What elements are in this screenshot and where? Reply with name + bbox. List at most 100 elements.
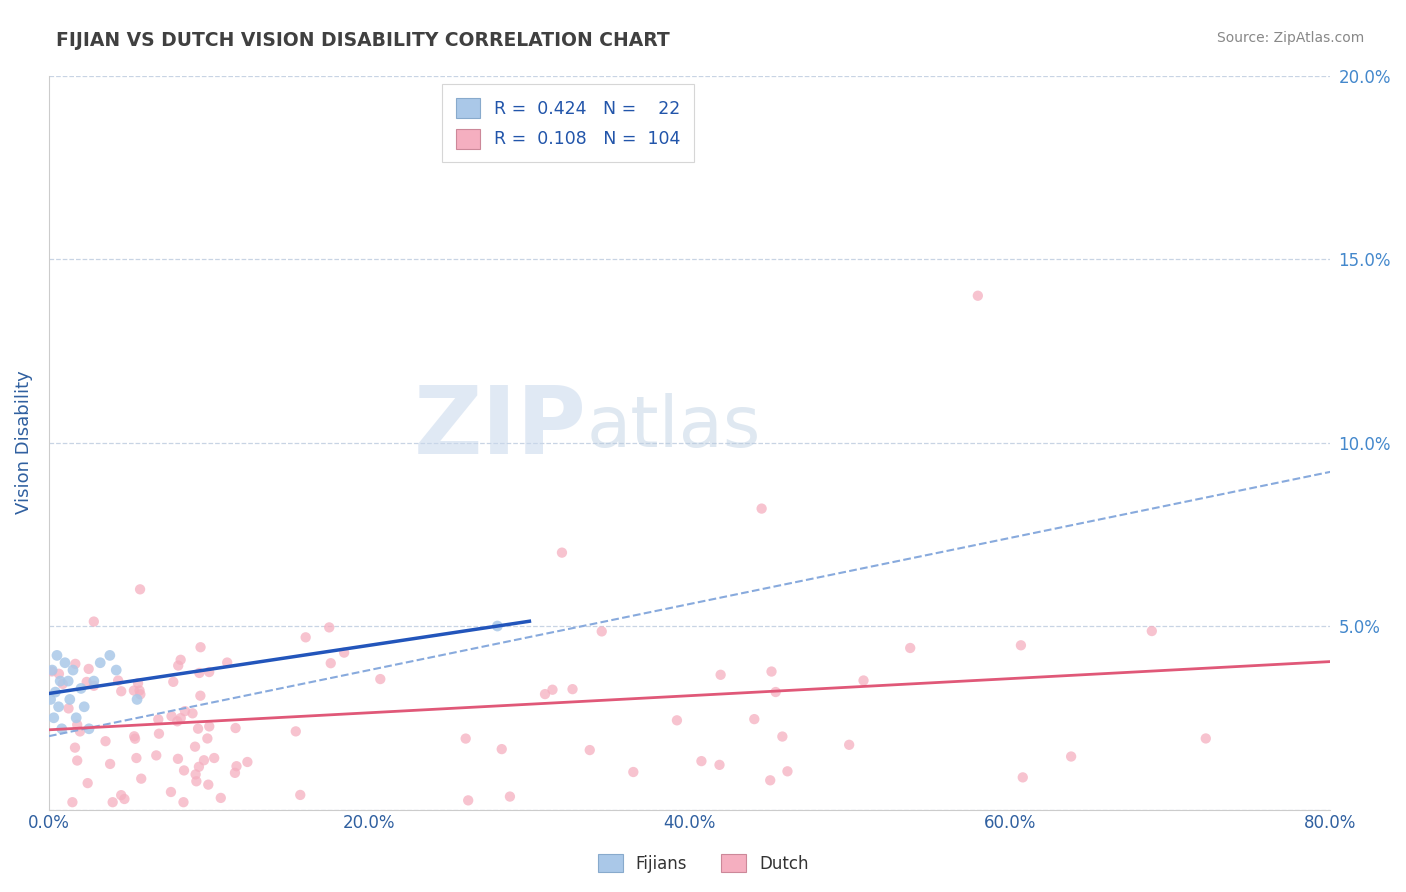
Point	[77, 662, 100, 676]
Point	[776, 764, 799, 779]
Point	[184, 767, 207, 781]
Point	[174, 704, 197, 718]
Point	[665, 714, 688, 728]
Text: FIJIAN VS DUTCH VISION DISABILITY CORRELATION CHART: FIJIAN VS DUTCH VISION DISABILITY CORREL…	[56, 31, 671, 50]
Point	[110, 788, 132, 802]
Point	[167, 752, 190, 766]
Point	[202, 751, 225, 765]
Legend: R =  0.424   N =    22, R =  0.108   N =  104: R = 0.424 N = 22, R = 0.108 N = 104	[441, 84, 695, 162]
Point	[188, 665, 211, 680]
Point	[59, 692, 82, 706]
Point	[98, 756, 121, 771]
Point	[128, 683, 150, 698]
Point	[457, 793, 479, 807]
Point	[122, 729, 145, 743]
Point	[225, 759, 247, 773]
Point	[534, 687, 557, 701]
Point	[44, 685, 66, 699]
Point	[1195, 731, 1218, 746]
Point	[690, 754, 713, 768]
Point	[46, 648, 69, 663]
Point	[58, 701, 80, 715]
Point	[591, 624, 613, 639]
Point	[52, 677, 75, 691]
Point	[110, 684, 132, 698]
Point	[83, 674, 105, 689]
Point	[94, 734, 117, 748]
Point	[193, 753, 215, 767]
Point	[184, 739, 207, 754]
Point	[186, 774, 208, 789]
Point	[284, 724, 307, 739]
Point	[39, 692, 62, 706]
Point	[48, 666, 70, 681]
Point	[173, 764, 195, 778]
Point	[486, 619, 509, 633]
Point	[290, 788, 312, 802]
Point	[551, 546, 574, 560]
Point	[89, 656, 111, 670]
Point	[160, 785, 183, 799]
Point	[129, 582, 152, 597]
Point	[42, 711, 65, 725]
Point	[148, 727, 170, 741]
Point	[198, 665, 221, 679]
Point	[187, 722, 209, 736]
Point	[66, 718, 89, 732]
Point	[195, 731, 218, 746]
Point	[499, 789, 522, 804]
Point	[1060, 749, 1083, 764]
Text: Source: ZipAtlas.com: Source: ZipAtlas.com	[1216, 31, 1364, 45]
Point	[76, 776, 98, 790]
Point	[966, 289, 988, 303]
Point	[127, 676, 149, 690]
Point	[124, 731, 146, 746]
Point	[561, 682, 583, 697]
Point	[41, 663, 63, 677]
Point	[318, 620, 340, 634]
Text: atlas: atlas	[588, 393, 762, 462]
Point	[181, 706, 204, 721]
Point	[160, 709, 183, 723]
Point	[107, 673, 129, 688]
Point	[53, 656, 76, 670]
Point	[98, 648, 121, 663]
Point	[742, 712, 765, 726]
Point	[217, 656, 239, 670]
Point	[145, 748, 167, 763]
Point	[169, 653, 191, 667]
Point	[148, 712, 170, 726]
Point	[125, 751, 148, 765]
Point	[170, 711, 193, 725]
Point	[852, 673, 875, 688]
Point	[51, 722, 73, 736]
Point	[63, 740, 86, 755]
Point	[198, 719, 221, 733]
Point	[125, 692, 148, 706]
Point	[77, 722, 100, 736]
Point	[1010, 638, 1032, 652]
Y-axis label: Vision Disability: Vision Disability	[15, 371, 32, 515]
Point	[190, 640, 212, 655]
Point	[368, 672, 391, 686]
Point	[167, 658, 190, 673]
Point	[66, 754, 89, 768]
Point	[761, 665, 783, 679]
Text: ZIP: ZIP	[415, 382, 588, 474]
Point	[751, 501, 773, 516]
Point	[541, 682, 564, 697]
Point	[765, 685, 787, 699]
Point	[49, 674, 72, 689]
Point	[83, 615, 105, 629]
Point	[1011, 771, 1033, 785]
Point	[225, 721, 247, 735]
Point	[491, 742, 513, 756]
Point	[710, 667, 733, 681]
Point	[48, 699, 70, 714]
Point	[129, 772, 152, 786]
Point	[621, 764, 644, 779]
Point	[112, 792, 135, 806]
Point	[294, 630, 316, 644]
Point	[759, 773, 782, 788]
Point	[898, 640, 921, 655]
